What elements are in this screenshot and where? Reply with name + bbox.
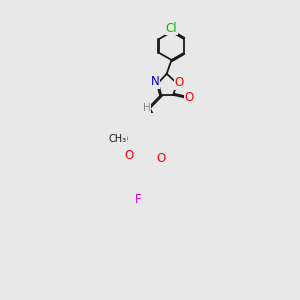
Text: O: O (184, 92, 194, 104)
Text: O: O (175, 76, 184, 89)
Text: O: O (118, 133, 128, 146)
Text: F: F (135, 193, 141, 206)
Text: H: H (143, 103, 151, 113)
Text: O: O (156, 152, 166, 165)
Text: O: O (124, 149, 134, 162)
Text: Cl: Cl (166, 22, 177, 35)
Text: CH₃: CH₃ (108, 134, 126, 144)
Text: N: N (151, 75, 160, 88)
